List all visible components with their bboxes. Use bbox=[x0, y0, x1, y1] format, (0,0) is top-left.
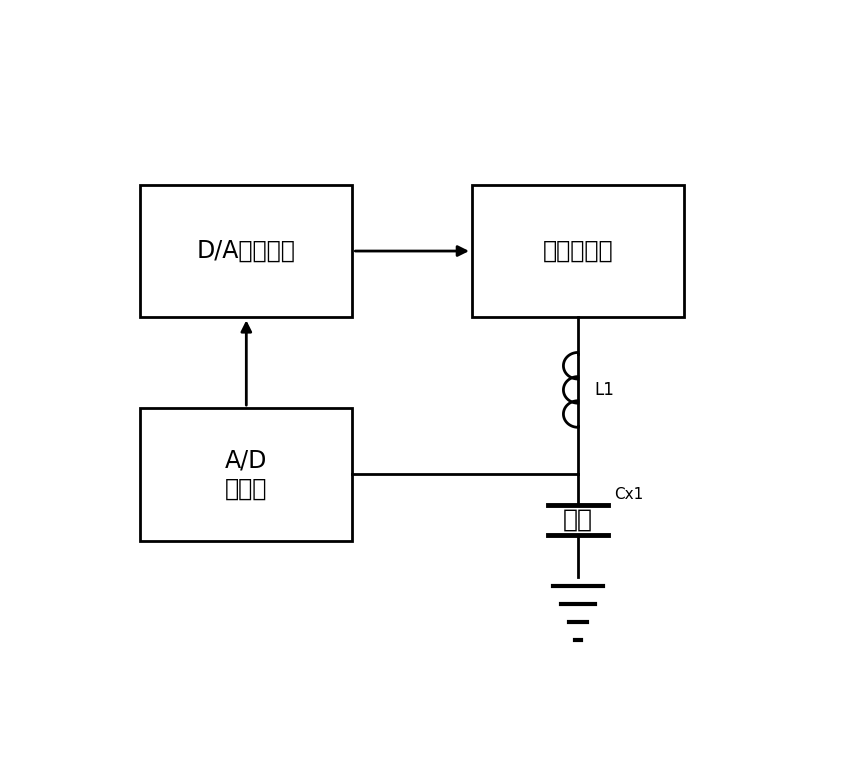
Text: 土壤: 土壤 bbox=[563, 508, 593, 532]
Text: 压控振荡器: 压控振荡器 bbox=[543, 239, 614, 263]
Bar bbox=[140, 185, 353, 318]
Text: Cx1: Cx1 bbox=[615, 487, 644, 502]
Text: L1: L1 bbox=[595, 381, 615, 399]
Text: D/A转换电路: D/A转换电路 bbox=[197, 239, 296, 263]
Bar bbox=[472, 185, 684, 318]
Text: A/D
单片机: A/D 单片机 bbox=[225, 448, 268, 500]
Bar bbox=[140, 408, 353, 541]
